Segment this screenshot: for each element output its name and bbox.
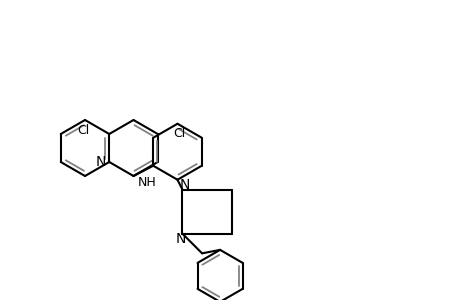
Text: N: N — [179, 178, 189, 192]
Text: Cl: Cl — [77, 124, 89, 136]
Text: N: N — [175, 232, 185, 246]
Text: N: N — [96, 155, 106, 169]
Text: Cl: Cl — [173, 127, 185, 140]
Text: NH: NH — [138, 176, 157, 190]
